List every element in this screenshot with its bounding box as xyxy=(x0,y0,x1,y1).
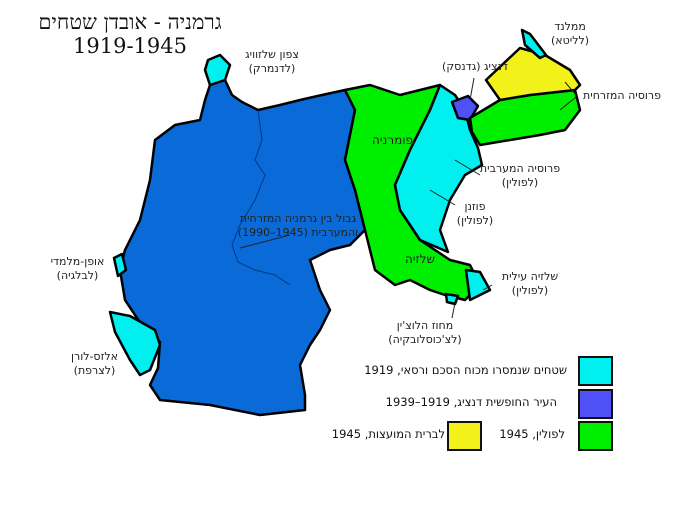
label-posen: פוזנן (לפולין) xyxy=(450,200,500,228)
label-pomerania: פומרניה xyxy=(372,133,414,147)
eupen-malmedy-region xyxy=(112,252,128,278)
label-dest: (לצ'כוסלובקיה) xyxy=(388,333,462,346)
label-name: צפון שלזוויג xyxy=(245,48,299,61)
label-east-prussia: פרוסיה המזרחית xyxy=(572,89,672,103)
map-title: גרמניה - אובדן שטחים 1919-1945 xyxy=(30,10,230,58)
label-inner-border: גבול בין גרמניה המזרחית והמערבית (1945–19… xyxy=(228,212,368,240)
danzig-arrow xyxy=(469,77,475,101)
posen-arrow xyxy=(429,189,456,206)
label-dest: והמערבית (1945–1990) xyxy=(237,226,359,239)
east-prussia-arrow-north xyxy=(564,81,577,96)
legend-swatch-danzig xyxy=(578,389,613,419)
label-danzig: דנציג (גדנסק) xyxy=(430,60,520,74)
legend-label-danzig: העיר החופשית דנציג, 1919–1939 xyxy=(385,395,557,409)
memel-region xyxy=(520,28,548,60)
inner-border-arrow xyxy=(239,234,291,249)
label-name: דנציג (גדנסק) xyxy=(442,60,508,73)
label-alsace: אלזס-לורן (לצרפת) xyxy=(62,350,127,378)
label-silesia: שלזיה xyxy=(405,252,435,266)
east-prussia-arrow-south xyxy=(559,96,577,111)
legend-swatch-ussr xyxy=(447,421,482,451)
title-line2: 1919-1945 xyxy=(73,34,187,58)
upper-silesia-region xyxy=(464,268,492,302)
label-name: פרוסיה המזרחית xyxy=(583,89,661,102)
danzig-region xyxy=(450,94,480,122)
label-dest: (לפולין) xyxy=(511,284,549,297)
label-dest: (לבלגיה) xyxy=(56,269,99,282)
label-eupen: אופן-מלמדי (לבלגיה) xyxy=(45,255,110,283)
label-name: פוזנן xyxy=(464,200,486,213)
label-name: פרוסיה המערבית xyxy=(479,162,561,175)
hlucin-region xyxy=(444,292,460,306)
legend-swatch-poland xyxy=(578,421,613,451)
label-name: מחוז הלוצ'ין xyxy=(396,319,454,332)
legend-swatch-versailles xyxy=(578,356,613,386)
alsace-lorraine-region xyxy=(108,310,162,377)
legend-label-poland: לפולין, 1945 xyxy=(499,427,565,441)
label-north-schleswig: צפון שלזוויג (לדנמרק) xyxy=(232,48,312,76)
label-name: גבול בין גרמניה המזרחית xyxy=(239,212,357,225)
label-dest: (לפולין) xyxy=(456,214,494,227)
label-west-prussia: פרוסיה המערבית (לפולין) xyxy=(475,162,565,190)
label-dest: (לפולין) xyxy=(501,176,539,189)
label-dest: (לדנמרק) xyxy=(248,62,296,75)
hlucin-arrow xyxy=(451,302,456,319)
label-hlucin: מחוז הלוצ'ין (לצ'כוסלובקיה) xyxy=(375,319,475,347)
title-line1: גרמניה - אובדן שטחים xyxy=(38,10,222,34)
label-dest: (לצרפת) xyxy=(73,364,116,377)
inner-german-border xyxy=(231,109,291,286)
label-name: שלזיה עילית xyxy=(501,270,559,283)
legend-label-versailles: שטחים שנמסרו מכוח הסכם ורסאי, 1919 xyxy=(364,363,567,377)
west-prussia-arrow xyxy=(454,159,481,176)
legend-label-ussr: לברית המועצות, 1945 xyxy=(331,427,445,441)
east-prussia-north-region xyxy=(484,46,582,102)
label-upper-silesia: שלזיה עילית (לפולין) xyxy=(495,270,565,298)
label-name: אופן-מלמדי xyxy=(50,255,105,268)
east-prussia-south-region xyxy=(468,88,582,147)
label-name: אלזס-לורן xyxy=(71,350,118,363)
label-memel: ממלנד (לליטא) xyxy=(540,20,600,48)
upper-silesia-arrow xyxy=(482,284,493,291)
north-schleswig-region xyxy=(203,53,232,87)
label-name: ממלנד xyxy=(554,20,586,33)
label-dest: (לליטא) xyxy=(550,34,590,47)
